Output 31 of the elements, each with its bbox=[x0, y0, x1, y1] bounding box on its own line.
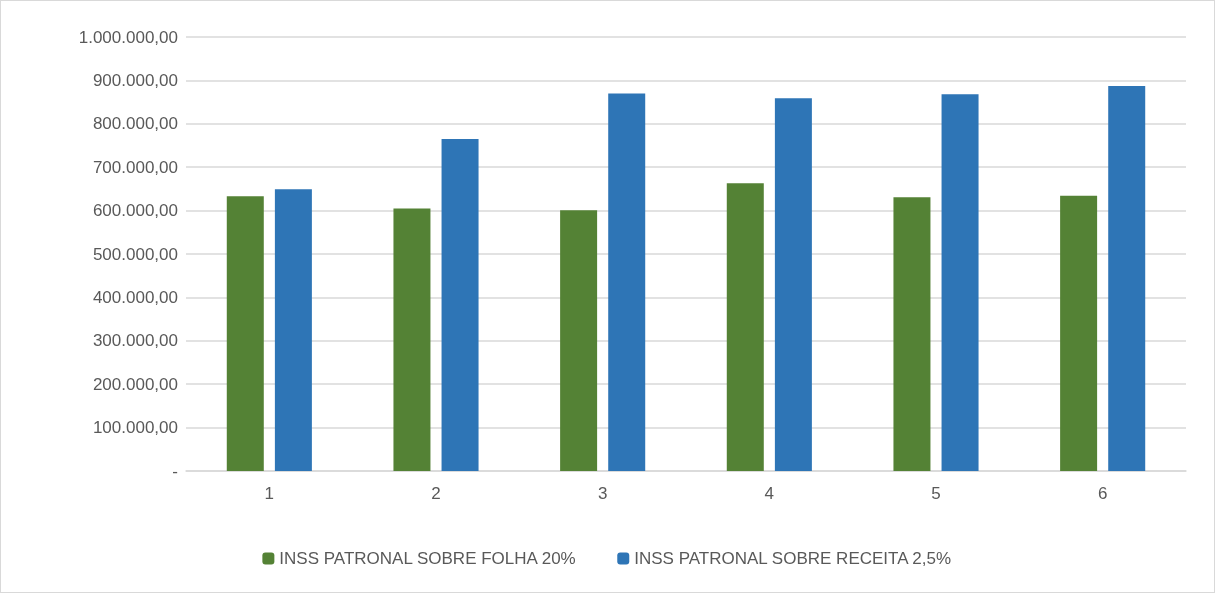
bar bbox=[226, 196, 264, 471]
y-tick-label: 1.000.000,00 bbox=[78, 27, 178, 47]
y-tick-label: 800.000,00 bbox=[92, 114, 178, 134]
bar bbox=[274, 189, 312, 471]
bar bbox=[893, 197, 931, 471]
x-tick-label: 2 bbox=[431, 484, 441, 503]
bar bbox=[560, 210, 598, 471]
y-tick-label: 300.000,00 bbox=[92, 331, 178, 351]
legend-label: INSS PATRONAL SOBRE FOLHA 20% bbox=[279, 549, 576, 568]
y-tick-label: 400.000,00 bbox=[92, 287, 178, 307]
bar bbox=[608, 93, 646, 471]
y-tick-label: 900.000,00 bbox=[92, 70, 178, 90]
x-tick-label: 3 bbox=[597, 484, 608, 503]
legend-label: INSS PATRONAL SOBRE RECEITA 2,5% bbox=[634, 549, 952, 568]
y-tick-label: 100.000,00 bbox=[92, 418, 178, 438]
y-tick-label: 200.000,00 bbox=[92, 374, 178, 394]
bar bbox=[1108, 86, 1146, 471]
y-tick-label: 500.000,00 bbox=[92, 244, 178, 264]
y-tick-label: - bbox=[172, 461, 178, 481]
y-tick-label: 600.000,00 bbox=[92, 201, 178, 221]
bar bbox=[393, 208, 431, 471]
x-tick-label: 5 bbox=[931, 484, 941, 503]
y-tick-label: 700.000,00 bbox=[92, 157, 178, 177]
bar bbox=[726, 183, 764, 471]
bar bbox=[774, 98, 812, 471]
x-tick-label: 1 bbox=[264, 484, 275, 503]
x-tick-label: 4 bbox=[764, 484, 775, 503]
bar bbox=[1060, 195, 1098, 471]
bar bbox=[441, 138, 479, 471]
bar bbox=[941, 94, 979, 471]
x-tick-label: 6 bbox=[1097, 484, 1108, 503]
